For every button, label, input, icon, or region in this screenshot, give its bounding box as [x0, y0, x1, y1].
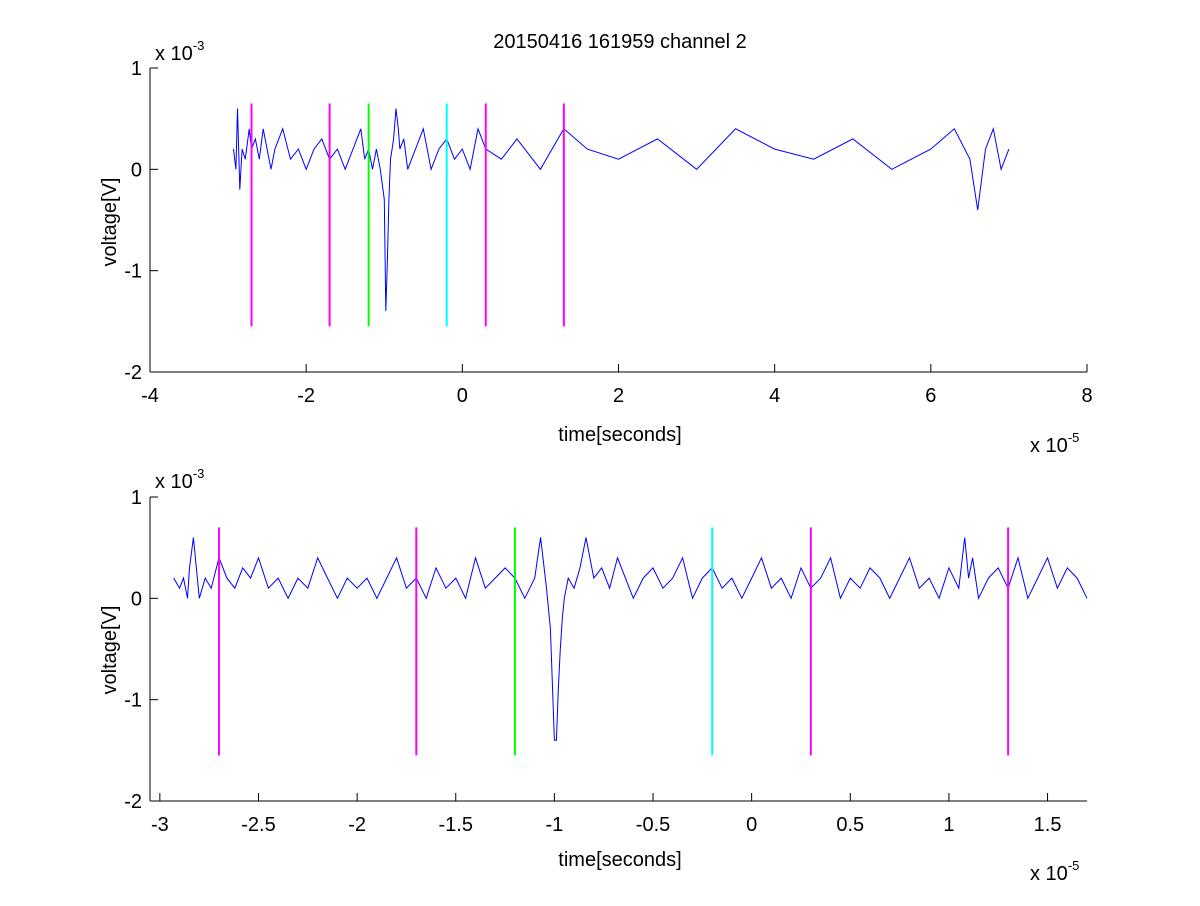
x-tick-label: -4 — [141, 385, 159, 407]
x-tick-label: -1 — [545, 814, 563, 836]
x-tick-label: 0 — [746, 814, 757, 836]
x-axis-label-top: time[seconds] — [558, 424, 681, 446]
y-tick-label: -2 — [124, 362, 142, 384]
x-tick-label: -3 — [151, 814, 169, 836]
y-tick-label: -2 — [124, 791, 142, 813]
x-tick-label: -2 — [297, 385, 315, 407]
y-axis-label-bottom: voltage[V] — [99, 606, 121, 695]
y-tick-label: 1 — [131, 58, 142, 80]
x-tick-label: -0.5 — [636, 814, 670, 836]
y-ticks-top: -2 -1 0 1 — [124, 58, 158, 384]
x-tick-label: 1 — [943, 814, 954, 836]
y-tick-label: 0 — [131, 159, 142, 181]
x-ticks-top: -4 -2 0 2 4 6 8 — [141, 364, 1093, 407]
y-tick-label: -1 — [124, 690, 142, 712]
axes-bottom: -3 -2.5 -2 -1.5 -1 -0.5 0 0.5 1 1.5 -2 -1 0 1 time[s… — [99, 466, 1088, 885]
y-ticks-bottom: -2 -1 0 1 — [124, 487, 158, 813]
y-tick-label: -1 — [124, 261, 142, 283]
x-tick-label: 4 — [769, 385, 780, 407]
x-tick-label: -1.5 — [439, 814, 473, 836]
plot-area-bottom — [149, 497, 1088, 802]
signal-trace — [233, 108, 1010, 312]
x-tick-label: 6 — [925, 385, 936, 407]
x-tick-label: 8 — [1081, 385, 1092, 407]
axes-top: -4 -2 0 2 4 6 8 -2-101 time[seconds] voltage[V… — [99, 38, 1093, 457]
plot-area-top — [149, 68, 1087, 373]
x-tick-label: -2 — [348, 814, 366, 836]
x-tick-label: 0.5 — [836, 814, 864, 836]
y-tick-label: 1 — [131, 487, 142, 509]
signal-trace — [173, 537, 1088, 741]
y-axis-label-top: voltage[V] — [99, 178, 121, 267]
figure-title: 20150416 161959 channel 2 — [493, 31, 747, 53]
x-exponent-bottom: x 10-5 — [1030, 858, 1079, 885]
x-exponent-top: x 10-5 — [1030, 430, 1079, 457]
y-exponent-bottom: x 10-3 — [155, 466, 204, 493]
y-tick-label: 0 — [131, 588, 142, 610]
x-tick-label: -2.5 — [241, 814, 275, 836]
y-exponent-top: x 10-3 — [155, 38, 204, 65]
x-tick-label: 2 — [613, 385, 624, 407]
x-axis-label-bottom: time[seconds] — [558, 849, 681, 871]
x-tick-label: 0 — [457, 385, 468, 407]
x-ticks-bottom: -3 -2.5 -2 -1.5 -1 -0.5 0 0.5 1 1.5 — [151, 793, 1061, 836]
x-tick-label: 1.5 — [1034, 814, 1062, 836]
